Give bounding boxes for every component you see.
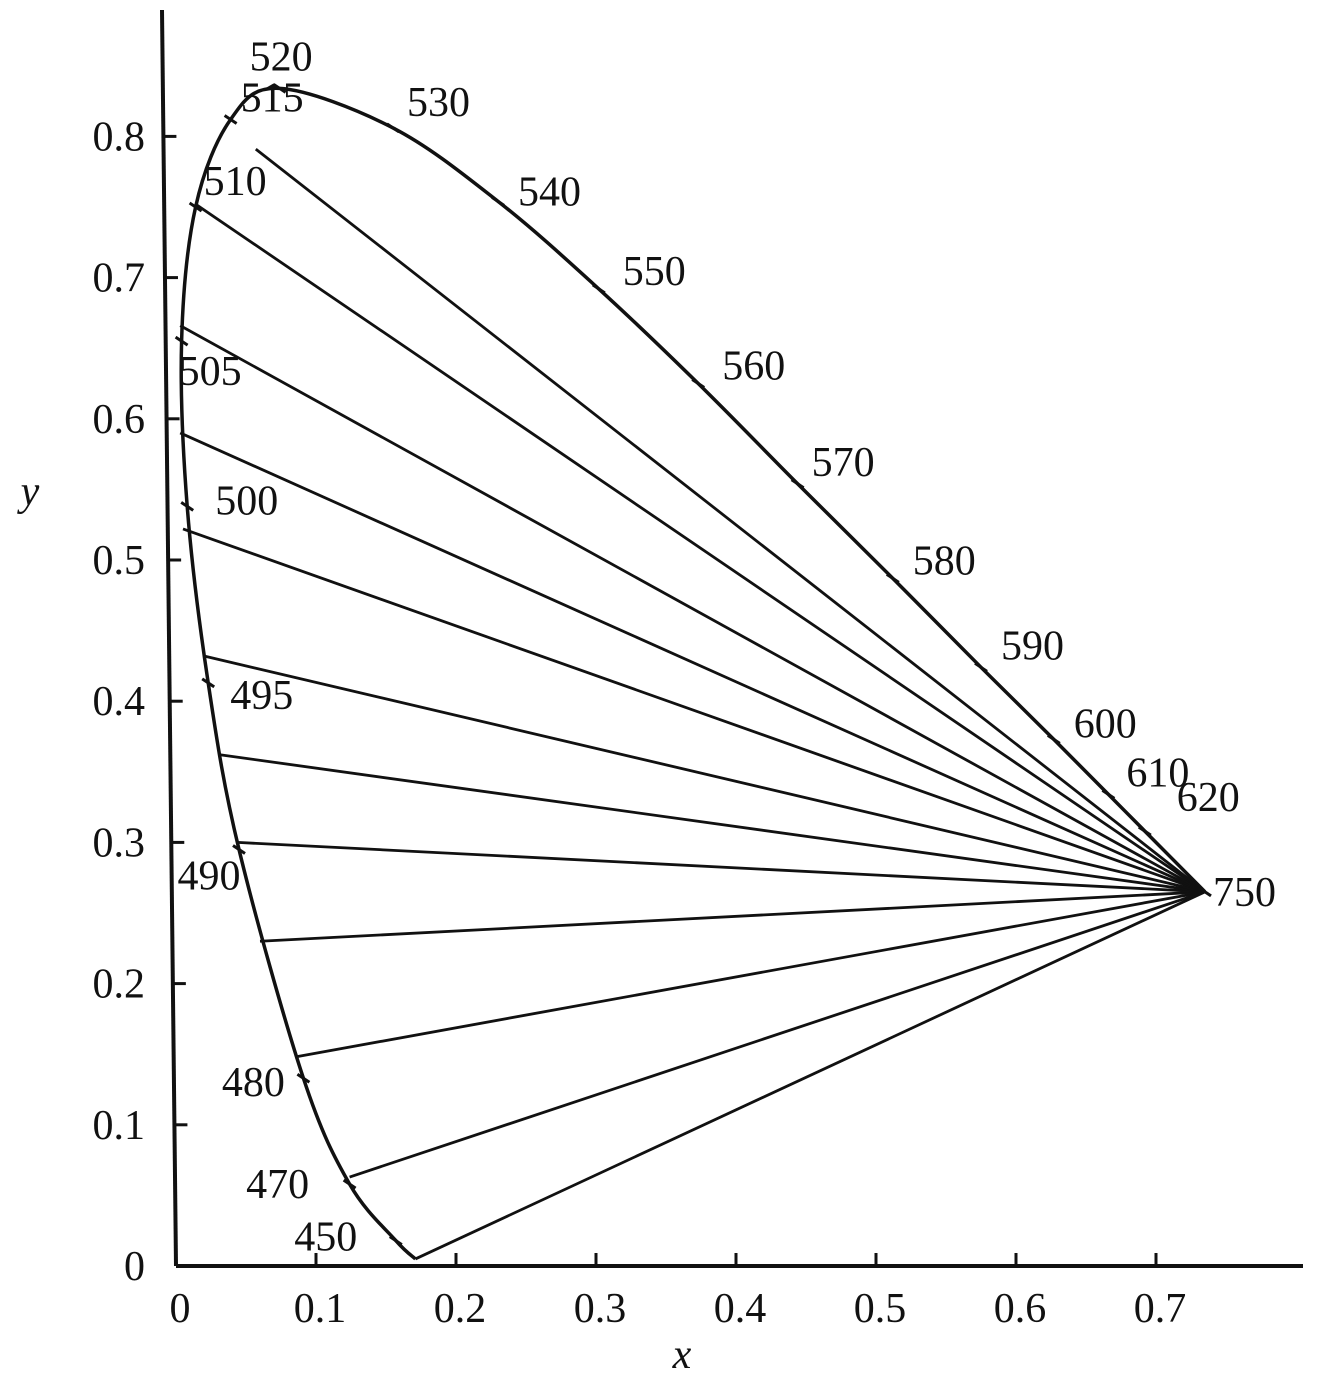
wavelength-tick xyxy=(388,1235,403,1246)
wavelength-label-610: 610 xyxy=(1126,750,1189,796)
connecting-ray xyxy=(237,841,1206,894)
connecting-ray xyxy=(194,203,1206,893)
y-tick-label: 0.8 xyxy=(93,114,146,160)
x-tick-label: 0.7 xyxy=(1134,1286,1187,1332)
y-tick-label: 0.4 xyxy=(93,679,146,725)
axes: 0 0.1 0.2 0.3 0.4 0.5 0.6 0.7 0 0.1 0.2 0.3 0.4 0.5 0.… xyxy=(93,9,1303,1332)
connecting-ray xyxy=(259,890,1206,943)
x-tick-label: 0.5 xyxy=(854,1286,907,1332)
x-tick-label: 0.2 xyxy=(434,1286,487,1332)
wavelength-label-540: 540 xyxy=(518,169,581,215)
wavelength-tick xyxy=(386,122,400,134)
wavelength-label-480: 480 xyxy=(222,1060,285,1106)
wavelength-label-515: 515 xyxy=(241,75,304,121)
wavelength-tick xyxy=(1137,825,1152,837)
x-axis-title: x xyxy=(672,1332,692,1378)
wavelength-label-600: 600 xyxy=(1074,701,1137,747)
y-axis-line xyxy=(160,9,178,1267)
wavelength-label-495: 495 xyxy=(230,673,293,719)
connecting-ray xyxy=(349,890,1206,1179)
x-tick-label: 0.6 xyxy=(994,1286,1047,1332)
wavelength-tick xyxy=(974,662,988,673)
wavelength-tick xyxy=(1101,789,1116,800)
wavelength-label-580: 580 xyxy=(913,538,976,584)
connecting-ray xyxy=(203,654,1206,894)
connecting-ray xyxy=(182,527,1206,894)
wavelength-label-530: 530 xyxy=(407,80,470,126)
connecting-ray xyxy=(414,890,1206,1261)
wavelength-tick xyxy=(188,201,203,213)
y-tick-label: 0.3 xyxy=(93,820,146,866)
wavelength-label-520: 520 xyxy=(250,34,313,80)
wavelength-tick xyxy=(591,283,606,295)
wavelength-label-470: 470 xyxy=(246,1162,309,1208)
wavelength-tick xyxy=(180,501,195,512)
spectral-locus xyxy=(179,86,1207,1261)
wavelength-label-570: 570 xyxy=(812,440,875,486)
y-tick-label: 0 xyxy=(124,1244,145,1290)
y-tick-label: 0.7 xyxy=(93,256,146,302)
wavelength-label-505: 505 xyxy=(179,349,242,395)
connecting-ray xyxy=(254,148,1206,893)
y-tick-label: 0.5 xyxy=(93,538,146,584)
wavelength-tick xyxy=(691,378,706,389)
wavelength-tick xyxy=(1046,734,1061,745)
connecting-ray xyxy=(179,324,1206,894)
wavelength-tick xyxy=(1198,886,1212,898)
wavelength-tick xyxy=(201,677,216,689)
wavelength-label-550: 550 xyxy=(623,249,686,295)
x-tick-label: 0.1 xyxy=(294,1286,347,1332)
y-tick-label: 0.6 xyxy=(93,397,146,443)
wavelength-tick xyxy=(885,573,900,584)
wavelength-label-560: 560 xyxy=(722,344,785,390)
connecting-ray xyxy=(220,753,1206,894)
wavelength-label-450: 450 xyxy=(294,1215,357,1261)
wavelength-tick xyxy=(232,844,246,855)
rays xyxy=(179,148,1206,1261)
wavelength-tick xyxy=(342,1178,357,1190)
wavelength-tick xyxy=(174,335,189,347)
wavelength-label-620: 620 xyxy=(1177,775,1240,821)
connecting-ray xyxy=(179,431,1206,894)
wavelength-label-750: 750 xyxy=(1213,870,1276,916)
connecting-ray xyxy=(294,890,1206,1059)
x-tick-label: 0.4 xyxy=(714,1286,767,1332)
y-axis-title: y xyxy=(17,469,40,515)
x-tick-label: 0 xyxy=(170,1286,191,1332)
wavelength-label-500: 500 xyxy=(215,478,278,524)
wavelength-tick xyxy=(790,478,805,490)
wavelength-tick xyxy=(491,196,505,207)
wavelength-label-490: 490 xyxy=(178,853,241,899)
y-tick-label: 0.2 xyxy=(93,962,146,1008)
wavelength-label-590: 590 xyxy=(1001,623,1064,669)
wavelength-label-510: 510 xyxy=(204,159,267,205)
wavelength-tick xyxy=(223,114,238,125)
wavelength-tick xyxy=(296,1072,311,1084)
y-tick-label: 0.1 xyxy=(93,1103,146,1149)
x-tick-label: 0.3 xyxy=(574,1286,627,1332)
spectral-locus-group xyxy=(179,86,1207,1261)
wavelength-tick xyxy=(272,83,287,94)
